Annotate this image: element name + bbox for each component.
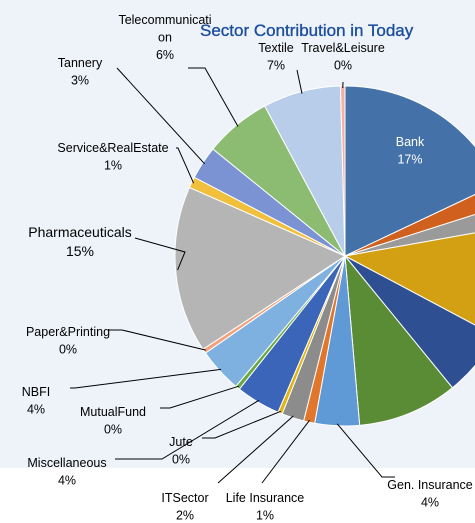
chart-title: Sector Contribution in Today	[200, 21, 414, 40]
leader-line-jute	[202, 410, 281, 439]
slice-value-life-insurance: 1%	[256, 509, 274, 523]
slice-value-pharmaceuticals: 15%	[66, 243, 94, 259]
slice-label-paper-printing: Paper&Printing	[26, 325, 110, 339]
leader-line-paper-printing	[108, 329, 206, 351]
pie-slice-unlabeled-2	[344, 214, 475, 257]
slice-label-jute: Jute	[169, 435, 193, 449]
pie-slice-unlabeled-1	[344, 193, 475, 257]
slice-labels: Bank 17% Gen. Insurance 4% Life Insurance 1% I…	[22, 13, 473, 523]
slice-value-textile: 7%	[267, 59, 285, 73]
pie-slice-pharmaceuticals	[174, 186, 347, 351]
slice-label-pharmaceuticals: Pharmaceuticals	[28, 224, 132, 240]
slice-value-bank: 17%	[397, 153, 422, 167]
slice-label-telecommunication-part1: Telecommunicati	[118, 13, 211, 27]
slice-value-nbfi: 4%	[27, 403, 45, 417]
slice-label-life-insurance: Life Insurance	[226, 491, 305, 505]
pie-slices	[174, 85, 475, 427]
slice-label-mutualfund: MutualFund	[80, 405, 146, 419]
slice-label-telecommunication-part2: on	[158, 31, 172, 45]
slice-label-service-realestate: Service&RealEstate	[57, 141, 168, 155]
slice-label-bank: Bank	[396, 135, 425, 149]
slice-value-service-realestate: 1%	[104, 159, 122, 173]
slice-label-itsector: ITSector	[161, 491, 208, 505]
leader-line-service-realestate	[176, 147, 195, 184]
slice-value-telecommunication: 6%	[156, 48, 174, 62]
pie-slice-unlabeled-3	[343, 232, 475, 326]
slice-value-miscellaneous: 4%	[58, 474, 76, 488]
leader-line-itsector	[217, 415, 294, 484]
slice-label-textile: Textile	[258, 41, 293, 55]
leader-line-textile	[296, 69, 303, 94]
slice-label-nbfi: NBFI	[22, 385, 50, 399]
leader-line-telecommunication	[188, 67, 239, 127]
slice-value-paper-printing: 0%	[59, 343, 77, 357]
leader-line-gen-insurance	[336, 423, 395, 478]
slice-value-itsector: 2%	[176, 509, 194, 523]
leader-line-miscellaneous	[115, 399, 260, 460]
pie-slice-unlabeled-5	[344, 254, 454, 426]
slice-value-tannery: 3%	[71, 74, 89, 88]
leader-lines	[70, 67, 395, 484]
slice-label-tannery: Tannery	[58, 56, 103, 70]
pie-slice-bank	[344, 85, 475, 257]
slice-value-gen-insurance: 4%	[421, 496, 439, 510]
leader-line-tannery	[116, 67, 205, 165]
slice-label-gen-insurance: Gen. Insurance	[387, 478, 473, 492]
slice-label-miscellaneous: Miscellaneous	[27, 456, 106, 470]
slice-value-jute: 0%	[172, 453, 190, 467]
leader-line-life-insurance	[261, 419, 310, 484]
slice-value-mutualfund: 0%	[104, 423, 122, 437]
slice-label-travel-leisure: Travel&Leisure	[301, 41, 385, 55]
leader-line-pharmaceuticals	[134, 237, 186, 271]
leader-line-nbfi	[70, 368, 222, 389]
leader-line-mutualfund	[160, 385, 239, 409]
slice-value-travel-leisure: 0%	[334, 59, 352, 73]
